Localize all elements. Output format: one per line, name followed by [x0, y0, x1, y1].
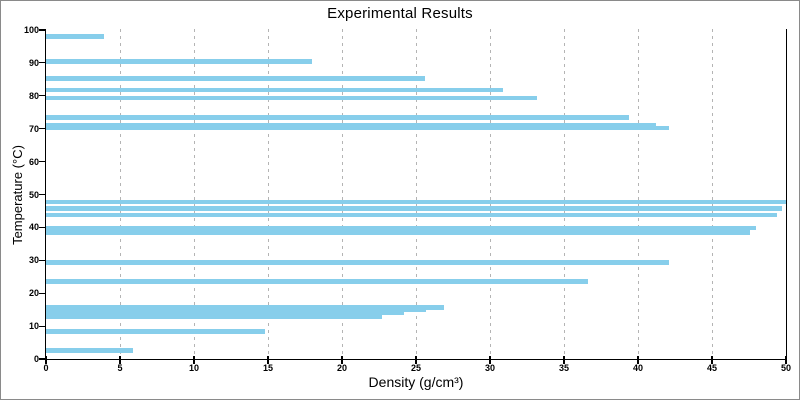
bar-temp-98 [46, 34, 104, 39]
x-tick-label-5: 5 [117, 363, 123, 373]
y-tick-40 [39, 226, 46, 228]
x-tick-label-30: 30 [484, 363, 495, 373]
y-tick-label-70: 70 [28, 123, 39, 134]
gridline-x-35 [563, 29, 565, 359]
x-tick-label-0: 0 [43, 363, 49, 373]
gridline-x-25 [415, 29, 417, 359]
bar-temp-71 [46, 123, 656, 128]
x-tick-15 [267, 355, 269, 364]
x-tick-45 [711, 355, 713, 364]
gridline-x-15 [267, 29, 269, 359]
bar-temp-14.1 [46, 310, 405, 315]
y-tick-label-10: 10 [28, 321, 39, 332]
x-tick-label-20: 20 [336, 363, 347, 373]
bar-temp-23.5 [46, 279, 588, 284]
bar-temp-47.7 [46, 199, 786, 205]
x-tick-5 [119, 355, 121, 364]
y-tick-80 [39, 95, 46, 97]
gridline-x-30 [489, 29, 491, 359]
bar-temp-81.8 [46, 87, 504, 93]
bar-temp-85.2 [46, 76, 425, 81]
y-tick-0 [39, 358, 46, 360]
x-tick-0 [45, 355, 47, 364]
x-tick-label-10: 10 [188, 363, 199, 373]
gridline-x-40 [637, 29, 639, 359]
bar-temp-8.3 [46, 329, 266, 334]
y-tick-label-90: 90 [28, 57, 39, 68]
gridline-x-20 [341, 29, 343, 359]
x-tick-label-45: 45 [706, 363, 717, 373]
y-tick-label-80: 80 [28, 90, 39, 101]
x-tick-30 [489, 355, 491, 364]
x-tick-40 [637, 355, 639, 364]
x-tick-50 [785, 355, 787, 364]
right-border-line [785, 29, 787, 360]
y-tick-30 [39, 259, 46, 261]
chart-title: Experimental Results [327, 5, 473, 22]
y-tick-90 [39, 62, 46, 64]
x-tick-25 [415, 355, 417, 364]
y-tick-label-0: 0 [33, 354, 39, 364]
bar-temp-38.4 [46, 230, 751, 235]
y-tick-label-20: 20 [28, 288, 39, 299]
x-tick-label-40: 40 [632, 363, 643, 373]
bar-temp-12.8 [46, 314, 382, 320]
y-tick-50 [39, 193, 46, 196]
x-axis-label: Density (g/cm³) [368, 374, 464, 390]
x-tick-20 [341, 355, 343, 364]
bar-temp-45.7 [46, 206, 782, 211]
bar-temp-39.8 [46, 225, 757, 231]
y-tick-label-50: 50 [28, 189, 39, 200]
y-tick-100 [39, 29, 46, 31]
x-tick-label-15: 15 [262, 363, 273, 373]
y-tick-label-100: 100 [23, 25, 39, 35]
bar-temp-2.5 [46, 348, 134, 354]
bar-temp-70.2 [46, 125, 670, 131]
y-tick-10 [39, 325, 46, 327]
plot-area [46, 29, 787, 359]
bar-temp-79.3 [46, 95, 538, 101]
bar-temp-90.4 [46, 59, 313, 64]
x-tick-label-50: 50 [780, 363, 791, 373]
bar-temp-15 [46, 307, 427, 312]
y-tick-60 [39, 161, 46, 163]
y-tick-70 [39, 128, 46, 130]
x-tick-10 [193, 355, 195, 364]
bar-temp-43.8 [46, 212, 778, 218]
bar-temp-29.3 [46, 260, 670, 265]
y-tick-label-30: 30 [28, 255, 39, 266]
gridline-x-5 [119, 29, 121, 359]
x-tick-label-35: 35 [558, 363, 569, 373]
y-tick-20 [39, 292, 46, 294]
y-tick-label-60: 60 [28, 156, 39, 167]
x-tick-35 [563, 355, 565, 364]
bar-temp-73.4 [46, 115, 630, 120]
gridline-x-45 [711, 29, 713, 359]
x-tick-label-25: 25 [410, 363, 421, 373]
gridline-x-10 [193, 29, 195, 359]
y-tick-label-40: 40 [28, 222, 39, 233]
